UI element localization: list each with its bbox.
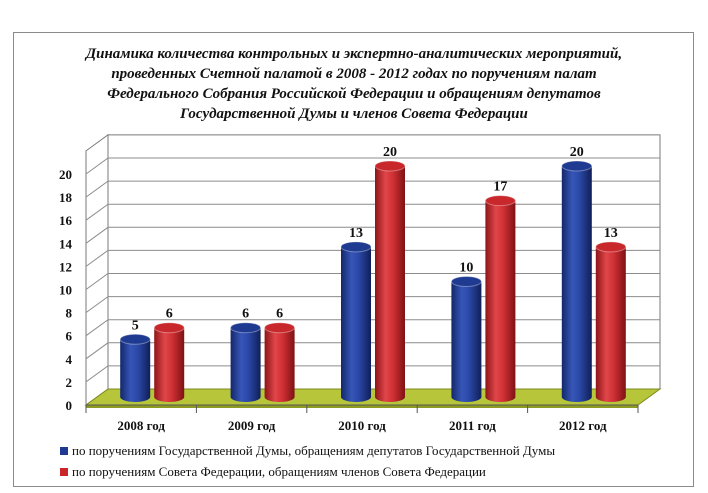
y-tick-label: 2 [66,375,73,390]
legend-swatch-duma [60,446,68,455]
x-tick-label: 2010 год [338,418,386,433]
x-axis-ticks: 2008 год 2009 год 2010 год 2011 год 2012 год [85,404,639,433]
y-tick-label: 12 [59,259,72,274]
bar-body [230,327,261,402]
data-label: 10 [459,261,473,276]
y-tick-label: 18 [59,190,73,205]
bar-body [264,327,295,402]
bar-duma [119,333,151,402]
y-tick-label: 16 [59,213,73,228]
bar-top [264,322,296,334]
x-tick-label: 2009 год [228,418,276,433]
bar-top [119,333,151,345]
data-label: 20 [383,145,397,160]
data-label: 20 [570,145,584,160]
bar-council [264,322,296,402]
bar-duma [561,160,593,402]
bar-top [484,195,516,207]
bar-top [561,160,593,172]
bar-body [341,246,371,402]
bar-body [485,200,516,402]
bar-top [595,241,627,253]
bar-top [230,322,262,334]
data-label: 17 [493,180,507,195]
y-tick-label: 8 [66,306,73,321]
bar-duma [340,241,372,402]
x-tick-label: 2011 год [449,418,496,433]
legend-label-council: по поручениям Совета Федерации, обращени… [72,463,486,479]
bar-body [451,281,482,402]
y-tick-label: 20 [59,167,72,182]
bar-body [375,166,405,402]
legend: по поручениям Государственной Думы, обра… [60,440,555,482]
data-label: 13 [349,226,363,241]
legend-item-duma: по поручениям Государственной Думы, обра… [60,440,555,461]
bar-top [153,322,185,334]
data-label: 6 [166,307,173,322]
data-labels: 5 6 13 10 20 6 6 20 17 13 [132,145,618,333]
bar-top [340,241,372,253]
bar-council [153,322,185,402]
data-label: 13 [604,226,618,241]
bar-council [595,241,627,402]
bar-council [374,160,406,402]
bars [119,160,627,402]
data-label: 6 [276,307,283,322]
bar-body [120,339,151,402]
y-tick-label: 6 [66,329,73,344]
bar-duma [450,276,482,402]
bar-top [374,160,406,172]
bar-body [154,327,185,402]
bar-duma [230,322,262,402]
side-wall [85,133,109,406]
gridline [85,249,660,267]
chart-title: Динамика количества контрольных и экспер… [85,46,623,122]
y-tick-label: 10 [59,283,72,298]
bar-body [595,246,626,402]
floor-edge [86,405,638,408]
bar-top [450,276,482,287]
x-tick-label: 2008 год [117,418,165,433]
gridline [85,157,660,175]
y-tick-label: 14 [59,236,73,251]
data-label: 5 [132,318,139,333]
bar-body [561,166,592,402]
data-label: 6 [242,307,249,322]
legend-item-council: по поручениям Совета Федерации, обращени… [60,461,555,482]
legend-swatch-council [60,467,68,476]
y-axis-ticks: 0 2 4 6 8 10 12 14 16 18 20 [59,167,73,413]
gridline [85,226,660,244]
x-tick-label: 2012 год [559,418,607,433]
y-tick-label: 4 [66,352,73,367]
legend-label-duma: по поручениям Государственной Думы, обра… [72,442,556,458]
gridline [85,273,660,290]
y-tick-label: 0 [66,398,73,413]
bar-council [484,195,516,402]
gridline [85,203,660,221]
gridline [85,180,660,198]
